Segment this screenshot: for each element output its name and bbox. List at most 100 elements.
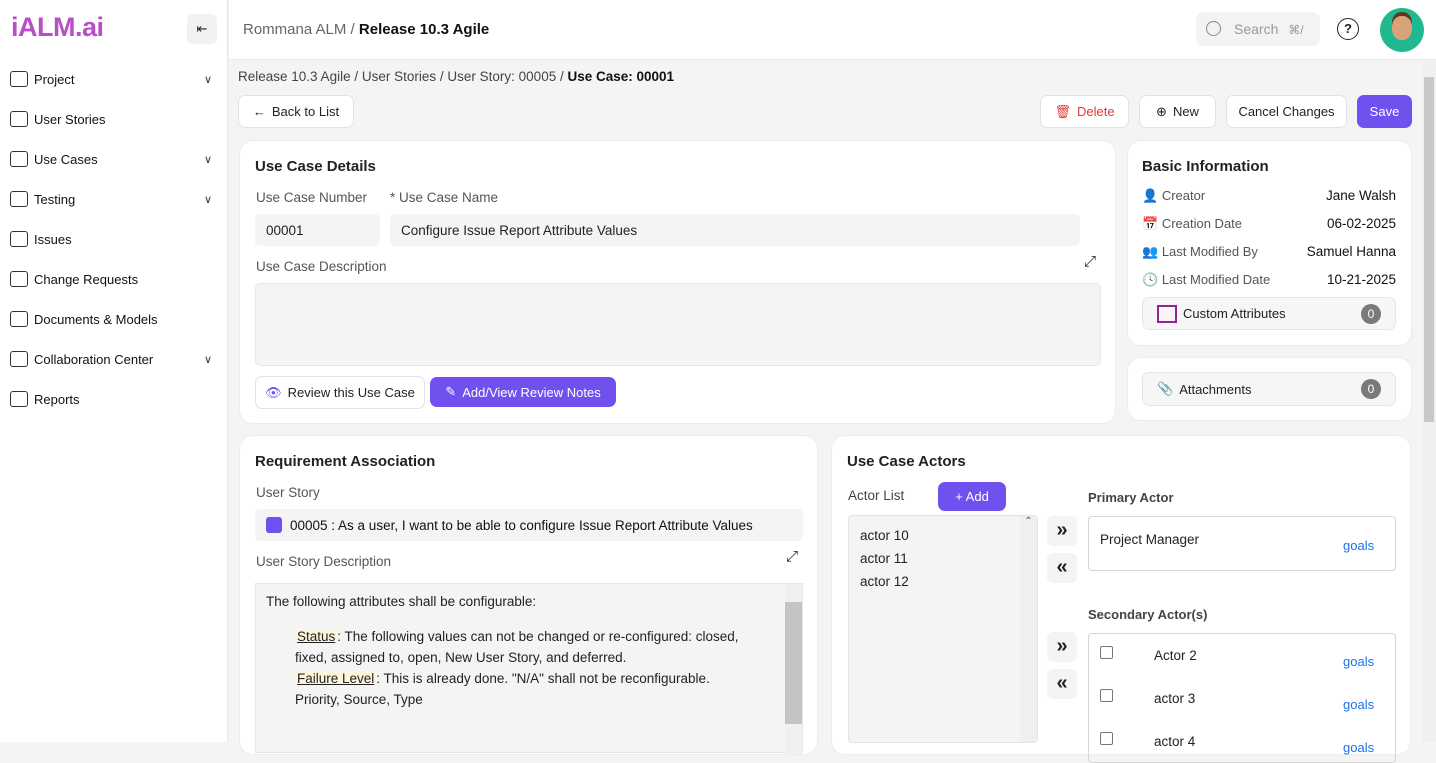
arrow-left-icon: ← — [252, 104, 266, 119]
actor-list-item[interactable]: actor 10 — [860, 528, 909, 543]
help-icon[interactable]: ? — [1337, 18, 1359, 40]
failure-text: : This is already done. "N/A" shall not … — [376, 671, 710, 686]
sidebar-item-label: Collaboration Center — [34, 351, 154, 367]
expand-icon[interactable]: ⤢ — [786, 548, 799, 565]
secondary-actor-row: actor 4 goals — [1089, 730, 1395, 760]
search-placeholder: Search — [1234, 21, 1279, 37]
sidebar-item-change-requests[interactable]: Change Requests — [10, 267, 218, 291]
remove-from-primary-icon[interactable]: « — [1047, 553, 1077, 583]
goals-link[interactable]: goals — [1343, 697, 1375, 712]
paperclip-icon: 📎 — [1157, 381, 1174, 396]
sidebar-item-collaboration-center[interactable]: Collaboration Center ∨ — [10, 347, 218, 371]
sidebar-item-label: Use Cases — [34, 151, 98, 167]
sidebar-item-label: Reports — [34, 391, 80, 407]
chevron-down-icon[interactable]: ∨ — [203, 73, 212, 86]
save-button[interactable]: Save — [1357, 95, 1412, 128]
folder-icon — [10, 71, 28, 87]
crumb-user-story[interactable]: User Story: 00005 — [447, 69, 557, 84]
sidebar-item-reports[interactable]: Reports — [10, 387, 218, 411]
custom-attributes-label: Custom Attributes — [1183, 306, 1286, 321]
expand-icon[interactable]: ⤢ — [1084, 253, 1097, 270]
actor-list-item[interactable]: actor 12 — [860, 574, 909, 589]
eye-icon: 👁 — [265, 384, 282, 400]
separator: / — [350, 21, 355, 38]
sidebar-item-use-cases[interactable]: Use Cases ∨ — [10, 147, 218, 171]
actor-list-item[interactable]: actor 11 — [860, 551, 908, 566]
use-case-name-input[interactable]: Configure Issue Report Attribute Values — [390, 214, 1080, 246]
card-title: Use Case Actors — [847, 453, 966, 470]
new-label: New — [1172, 104, 1199, 119]
sidebar-item-label: User Stories — [34, 111, 106, 127]
sidebar: iALM.ai ⇤ Project ∨ User Stories Use Cases ∨… — [0, 0, 228, 742]
actor-checkbox[interactable] — [1100, 646, 1113, 659]
secondary-actor-row: actor 3 goals — [1089, 687, 1395, 717]
info-value: 10-21-2025 — [1326, 272, 1396, 287]
chevron-down-icon[interactable]: ∨ — [203, 193, 212, 206]
file-edit-icon — [10, 111, 28, 127]
gear-check-icon — [10, 191, 28, 207]
remove-from-secondary-icon[interactable]: « — [1047, 669, 1077, 699]
delete-button[interactable]: 🗑 Delete — [1040, 95, 1129, 128]
chart-icon — [10, 391, 28, 407]
actor-checkbox[interactable] — [1100, 689, 1113, 702]
edit-icon: ✎ — [445, 384, 457, 399]
sidebar-item-project[interactable]: Project ∨ — [10, 67, 218, 91]
project-link[interactable]: Rommana ALM — [243, 21, 347, 38]
card-title: Use Case Details — [255, 158, 376, 175]
sidebar-item-issues[interactable]: Issues — [10, 227, 218, 251]
scrollbar[interactable] — [1422, 61, 1436, 742]
back-to-list-button[interactable]: ← Back to List — [238, 95, 354, 128]
move-to-secondary-icon[interactable]: » — [1047, 632, 1077, 662]
use-case-description-input[interactable] — [255, 283, 1101, 366]
scrollbar-thumb[interactable] — [1424, 77, 1434, 422]
crumb-release[interactable]: Release 10.3 Agile — [238, 69, 351, 84]
sidebar-item-label: Issues — [34, 231, 72, 247]
status-text-cont: fixed, assigned to, open, New User Story… — [295, 650, 627, 665]
review-notes-button[interactable]: ✎ Add/View Review Notes — [430, 377, 616, 407]
info-label: Last Modified By — [1161, 244, 1258, 259]
clock-icon: 🕓 — [1142, 272, 1162, 287]
avatar[interactable] — [1380, 8, 1424, 52]
info-label: Creation Date — [1161, 216, 1243, 231]
sidebar-item-testing[interactable]: Testing ∨ — [10, 187, 218, 211]
primary-actor-box: Project Manager goals — [1088, 516, 1396, 571]
goals-link[interactable]: goals — [1343, 538, 1375, 553]
collapse-sidebar-button[interactable]: ⇤ — [187, 14, 217, 44]
actor-list-label: Actor List — [848, 488, 905, 503]
goals-link[interactable]: goals — [1343, 654, 1375, 669]
add-actor-button[interactable]: + Add — [938, 482, 1006, 511]
calendar-icon: 📅 — [1142, 216, 1162, 231]
review-use-case-button[interactable]: 👁 Review this Use Case — [255, 376, 425, 409]
chevron-down-icon[interactable]: ∨ — [203, 153, 212, 166]
cancel-changes-button[interactable]: Cancel Changes — [1226, 95, 1347, 128]
search-input[interactable]: Search ⌘/ — [1196, 12, 1320, 46]
sidebar-item-documents-models[interactable]: Documents & Models — [10, 307, 218, 331]
secondary-actors-label: Secondary Actor(s) — [1088, 607, 1208, 622]
actor-checkbox[interactable] — [1100, 732, 1113, 745]
new-button[interactable]: ⊕ New — [1139, 95, 1216, 128]
release-title: Release 10.3 Agile — [358, 21, 490, 38]
chevron-down-icon[interactable]: ∨ — [203, 353, 212, 366]
scrollbar-thumb[interactable] — [785, 602, 802, 724]
creator-row: 👤 Creator Jane Walsh — [1142, 188, 1396, 204]
description-scrollbar[interactable] — [785, 584, 802, 754]
actor-list-scrollbar[interactable]: ⌃ — [1020, 516, 1037, 742]
trash-icon: 🗑 — [1054, 103, 1071, 119]
actor-list[interactable]: actor 10 actor 11 actor 12 ⌃ — [848, 515, 1038, 743]
primary-actor-label: Primary Actor — [1088, 490, 1174, 505]
use-case-number-field[interactable]: 00001 — [255, 214, 380, 246]
issue-doc-icon — [10, 231, 28, 247]
goals-link[interactable]: goals — [1343, 740, 1375, 755]
delete-label: Delete — [1076, 104, 1115, 119]
custom-attributes-icon — [1157, 304, 1177, 323]
custom-attributes-count: 0 — [1361, 303, 1381, 324]
move-to-primary-icon[interactable]: » — [1047, 516, 1077, 546]
custom-attributes-button[interactable]: Custom Attributes 0 — [1142, 297, 1396, 330]
failure-line: Failure Level: This is already done. "N/… — [295, 668, 775, 689]
crumb-user-stories[interactable]: User Stories — [361, 69, 437, 84]
user-story-link[interactable]: 00005 : As a user, I want to be able to … — [255, 509, 803, 541]
sidebar-item-user-stories[interactable]: User Stories — [10, 107, 218, 131]
secondary-actor-row: Actor 2 goals — [1089, 644, 1395, 674]
attachments-button[interactable]: 📎 Attachments 0 — [1142, 372, 1396, 406]
refresh-icon — [10, 271, 28, 287]
